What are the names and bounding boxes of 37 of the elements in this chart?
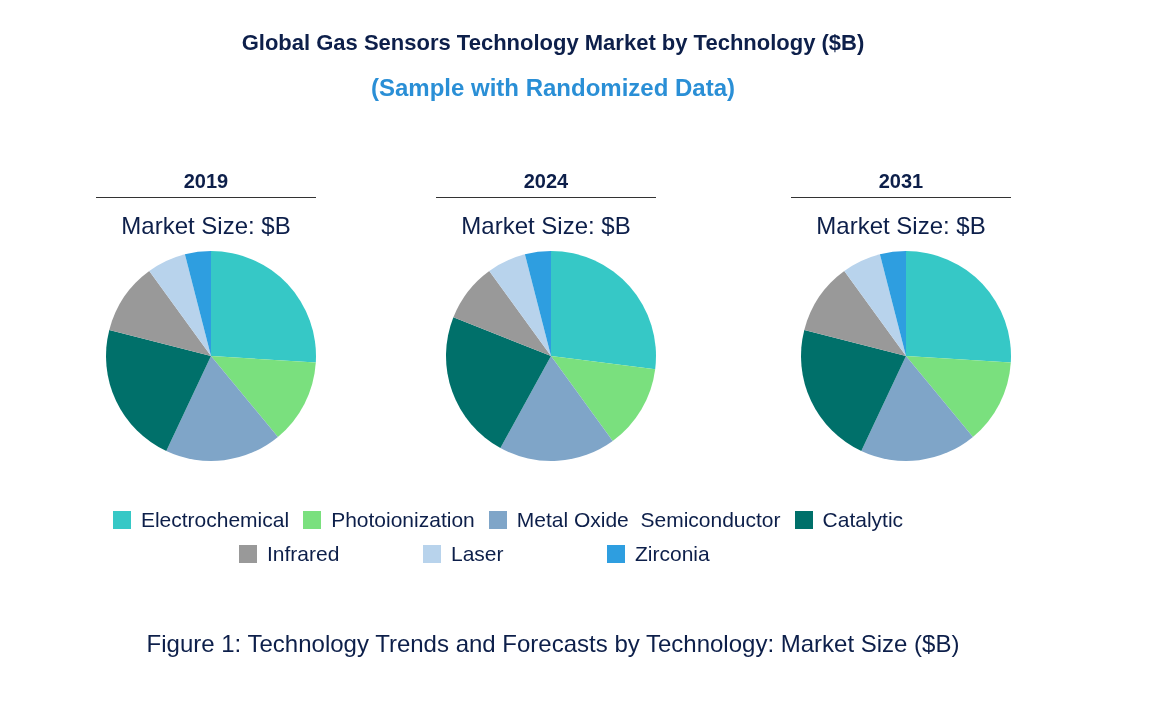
- pie-slice: [109, 271, 211, 356]
- chart-subtitle: Market Size: $B: [121, 212, 291, 240]
- pie-slice: [149, 254, 211, 356]
- chart-subtitle: Market Size: $B: [816, 212, 986, 240]
- pie-slice: [551, 251, 656, 370]
- pie-slice: [524, 251, 551, 356]
- pie-slice: [844, 254, 906, 356]
- pie-slice: [861, 356, 973, 461]
- pie-slice: [184, 251, 211, 356]
- pie-slice: [804, 271, 906, 356]
- pie-slice: [106, 329, 211, 452]
- legend-label: Zirconia: [635, 542, 710, 566]
- text: Global Gas Sensors Technology Market by Technology ($B): [240, 30, 866, 56]
- legend-label: Electrochemical: [140, 508, 290, 532]
- pie-slice: [489, 254, 551, 356]
- chart-title: 2031: [791, 170, 1011, 198]
- legend-label: Metal Oxide Semiconductor: [516, 508, 781, 532]
- text: (Sample with Randomized Data): [369, 74, 736, 102]
- pie-slice: [879, 251, 906, 356]
- pie-slice: [551, 356, 656, 441]
- caption: Figure 1: Technology Trends and Forecasts by Technology: Market Size ($B): [145, 630, 961, 658]
- pie-slice: [211, 251, 316, 363]
- pie-slice: [801, 329, 906, 452]
- pie-slice: [453, 271, 551, 356]
- legend-label: Photoionization: [331, 508, 475, 532]
- chart-title: 2024: [436, 170, 656, 198]
- pie-slice: [500, 356, 613, 461]
- pie-slice: [906, 356, 1011, 437]
- chart-title: 2019: [96, 170, 316, 198]
- legend-label: Laser: [451, 542, 504, 566]
- pie-slice: [166, 356, 278, 461]
- pie-slice: [211, 356, 316, 437]
- pie-slice: [446, 317, 551, 449]
- legend-label: Infrared: [267, 542, 340, 566]
- chart-subtitle: Market Size: $B: [461, 212, 631, 240]
- legend-label: Catalytic: [822, 508, 904, 532]
- pie-slice: [906, 251, 1011, 363]
